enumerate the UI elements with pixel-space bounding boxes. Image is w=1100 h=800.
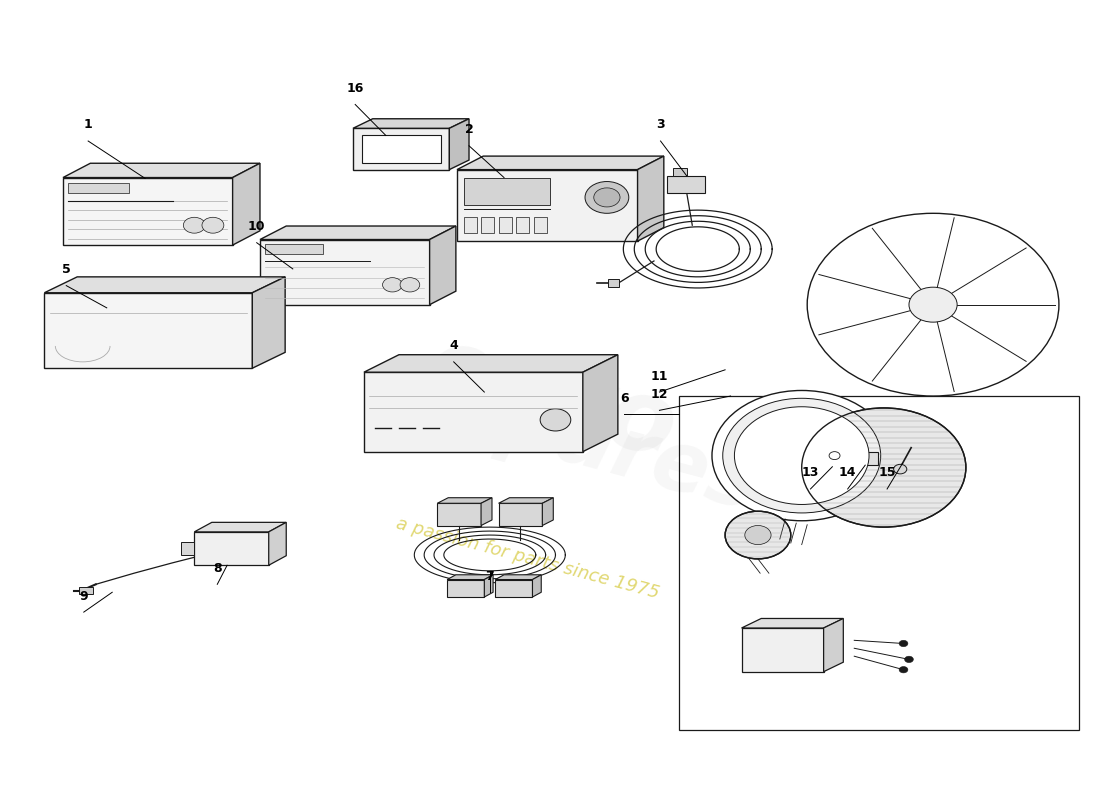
Polygon shape <box>608 279 619 287</box>
Text: 2: 2 <box>464 123 473 136</box>
Text: 15: 15 <box>878 466 895 479</box>
Polygon shape <box>232 163 260 245</box>
Circle shape <box>540 409 571 431</box>
Polygon shape <box>456 156 663 170</box>
Text: 11: 11 <box>651 370 668 382</box>
Text: 8: 8 <box>213 562 221 574</box>
Circle shape <box>712 390 891 521</box>
Polygon shape <box>268 522 286 566</box>
Text: a passion for parts since 1975: a passion for parts since 1975 <box>395 515 662 602</box>
Circle shape <box>745 526 771 545</box>
Polygon shape <box>741 628 824 672</box>
Polygon shape <box>364 372 583 452</box>
Polygon shape <box>195 522 286 532</box>
Text: spares: spares <box>443 368 767 527</box>
Polygon shape <box>68 183 129 194</box>
Text: 9: 9 <box>79 590 88 602</box>
Text: 12: 12 <box>651 388 668 401</box>
Polygon shape <box>484 574 493 597</box>
Circle shape <box>723 398 881 513</box>
Polygon shape <box>495 579 532 597</box>
Polygon shape <box>857 452 878 465</box>
Polygon shape <box>481 498 492 526</box>
Text: 10: 10 <box>248 220 265 233</box>
Circle shape <box>594 188 620 207</box>
Polygon shape <box>79 587 92 594</box>
Polygon shape <box>534 218 547 233</box>
Polygon shape <box>362 134 441 163</box>
Polygon shape <box>353 128 449 170</box>
Polygon shape <box>364 354 618 372</box>
Polygon shape <box>353 118 469 128</box>
Polygon shape <box>195 532 268 566</box>
Circle shape <box>893 464 906 474</box>
Polygon shape <box>667 176 705 194</box>
Polygon shape <box>260 226 455 239</box>
Polygon shape <box>456 170 638 241</box>
Polygon shape <box>438 498 492 503</box>
Polygon shape <box>265 244 323 254</box>
Polygon shape <box>498 503 542 526</box>
Text: 1: 1 <box>84 118 92 131</box>
Text: 16: 16 <box>346 82 364 95</box>
Circle shape <box>383 278 403 292</box>
Polygon shape <box>583 354 618 452</box>
Polygon shape <box>542 498 553 526</box>
Polygon shape <box>438 503 481 526</box>
Polygon shape <box>463 178 550 206</box>
Polygon shape <box>824 618 844 672</box>
Circle shape <box>735 406 869 505</box>
Polygon shape <box>447 579 484 597</box>
Polygon shape <box>495 574 541 579</box>
Text: 6: 6 <box>620 392 629 405</box>
Circle shape <box>899 666 907 673</box>
Text: 7: 7 <box>485 570 494 582</box>
Polygon shape <box>430 226 455 305</box>
Text: 5: 5 <box>62 263 70 276</box>
Polygon shape <box>498 218 512 233</box>
Text: euro: euro <box>414 320 686 480</box>
Polygon shape <box>672 168 686 176</box>
Text: 3: 3 <box>657 118 664 131</box>
Polygon shape <box>252 277 285 368</box>
Circle shape <box>802 408 966 527</box>
Polygon shape <box>638 156 663 241</box>
Polygon shape <box>44 293 252 368</box>
Polygon shape <box>44 277 285 293</box>
Polygon shape <box>260 239 430 305</box>
Circle shape <box>904 656 913 662</box>
Circle shape <box>585 182 629 214</box>
Polygon shape <box>63 178 232 245</box>
Polygon shape <box>532 574 541 597</box>
Circle shape <box>184 218 206 233</box>
Polygon shape <box>447 574 493 579</box>
Circle shape <box>829 452 840 459</box>
Circle shape <box>202 218 224 233</box>
Circle shape <box>400 278 420 292</box>
Polygon shape <box>498 498 553 503</box>
Text: 13: 13 <box>802 466 820 479</box>
Circle shape <box>807 214 1059 396</box>
Polygon shape <box>182 542 195 555</box>
Text: 14: 14 <box>839 466 857 479</box>
Polygon shape <box>481 218 494 233</box>
Circle shape <box>725 511 791 559</box>
Polygon shape <box>449 118 469 170</box>
Polygon shape <box>516 218 529 233</box>
Text: 4: 4 <box>449 339 458 352</box>
Polygon shape <box>463 218 476 233</box>
Circle shape <box>909 287 957 322</box>
Circle shape <box>824 448 846 463</box>
Polygon shape <box>63 163 260 178</box>
Circle shape <box>899 640 907 646</box>
Polygon shape <box>741 618 844 628</box>
